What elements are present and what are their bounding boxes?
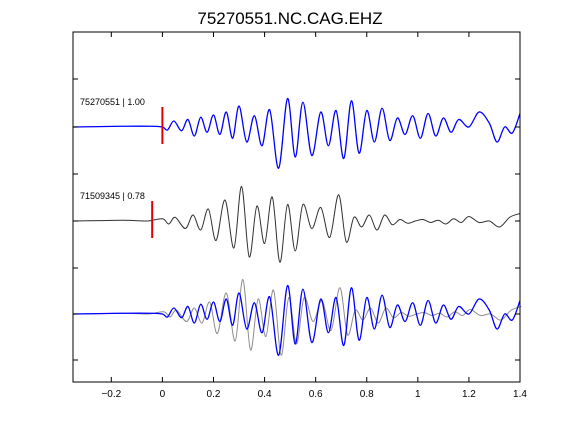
trace-75270551-line: [72, 97, 521, 169]
chart-title: 75270551.NC.CAG.EHZ: [197, 9, 382, 28]
x-tick-label: 0.2: [207, 389, 221, 400]
x-tick-label: 1: [415, 389, 421, 400]
trace-label-2: 71509345 | 0.78: [80, 191, 145, 201]
x-tick-label: −0.2: [101, 389, 121, 400]
x-tick-label: 0.6: [309, 389, 323, 400]
axes-frame: [72, 31, 521, 383]
x-tick-label: 0.4: [258, 389, 272, 400]
plot-area: 75270551 | 1.00 71509345 | 0.78: [72, 97, 522, 356]
x-tick-label: 1.4: [513, 389, 527, 400]
overlay-75270551-line: [72, 284, 521, 356]
trace-label-1: 75270551 | 1.00: [80, 97, 145, 107]
x-tick-label: 1.2: [462, 389, 476, 400]
trace-71509345-line: [72, 185, 521, 263]
x-tick-label: 0.8: [360, 389, 374, 400]
axis-ticks: −0.2 0 0.2 0.4 0.6 0.8 1 1.2 1.4: [73, 32, 527, 400]
x-tick-label: 0: [160, 389, 166, 400]
